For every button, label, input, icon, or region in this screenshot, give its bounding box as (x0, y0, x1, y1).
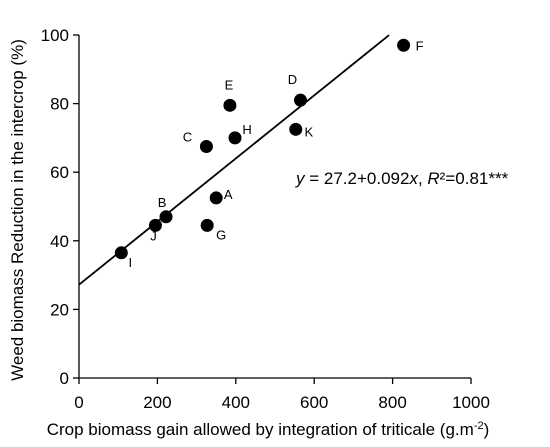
data-point-E (223, 98, 237, 112)
y-tick-label: 60 (50, 163, 69, 182)
point-label-F: F (416, 38, 424, 53)
x-tick-label: 600 (300, 393, 328, 412)
x-axis-title-end: ) (484, 420, 490, 439)
x-tick-label: 1000 (452, 393, 490, 412)
point-label-J: J (150, 228, 157, 243)
x-tick-label: 400 (222, 393, 250, 412)
regression-equation: y = 27.2+0.092x, R²=0.81*** (295, 169, 509, 188)
data-point-B (159, 210, 173, 224)
equation-r: R (427, 169, 439, 188)
data-point-I (114, 246, 128, 260)
x-tick-label: 800 (378, 393, 406, 412)
y-tick-label: 40 (50, 232, 69, 251)
y-tick-label: 20 (50, 300, 69, 319)
point-label-H: H (242, 122, 251, 137)
x-tick-label: 0 (74, 393, 83, 412)
equation-y: y (295, 169, 306, 188)
point-label-B: B (158, 195, 167, 210)
data-point-G (200, 218, 214, 232)
y-tick-label: 80 (50, 95, 69, 114)
x-axis-title-main: Crop biomass gain allowed by integration… (47, 420, 474, 439)
point-label-E: E (225, 77, 234, 92)
point-label-G: G (216, 227, 226, 242)
equation-rhs: = 27.2+0.092 (305, 169, 410, 188)
y-tick-label: 0 (60, 369, 69, 388)
point-label-K: K (304, 124, 313, 139)
equation-r-rhs: ²=0.81*** (440, 169, 509, 188)
equation-x: x (408, 169, 418, 188)
data-point-J (148, 218, 162, 232)
data-point-K (289, 122, 303, 136)
x-tick-label: 200 (143, 393, 171, 412)
equation-separator: , (418, 169, 427, 188)
x-axis-title: Crop biomass gain allowed by integration… (47, 420, 490, 439)
data-point-D (293, 93, 307, 107)
regression-line (78, 34, 390, 286)
point-label-C: C (183, 129, 192, 144)
point-label-I: I (129, 255, 133, 270)
point-label-D: D (288, 72, 297, 87)
data-point-H (228, 131, 242, 145)
y-tick-label: 100 (41, 26, 69, 45)
data-point-F (397, 38, 411, 52)
y-axis-title: Weed biomass Reduction in the intercrop … (8, 39, 27, 381)
point-label-A: A (224, 187, 233, 202)
data-point-C (199, 139, 213, 153)
x-axis-title-superscript: -2 (474, 420, 484, 432)
data-point-A (209, 191, 223, 205)
